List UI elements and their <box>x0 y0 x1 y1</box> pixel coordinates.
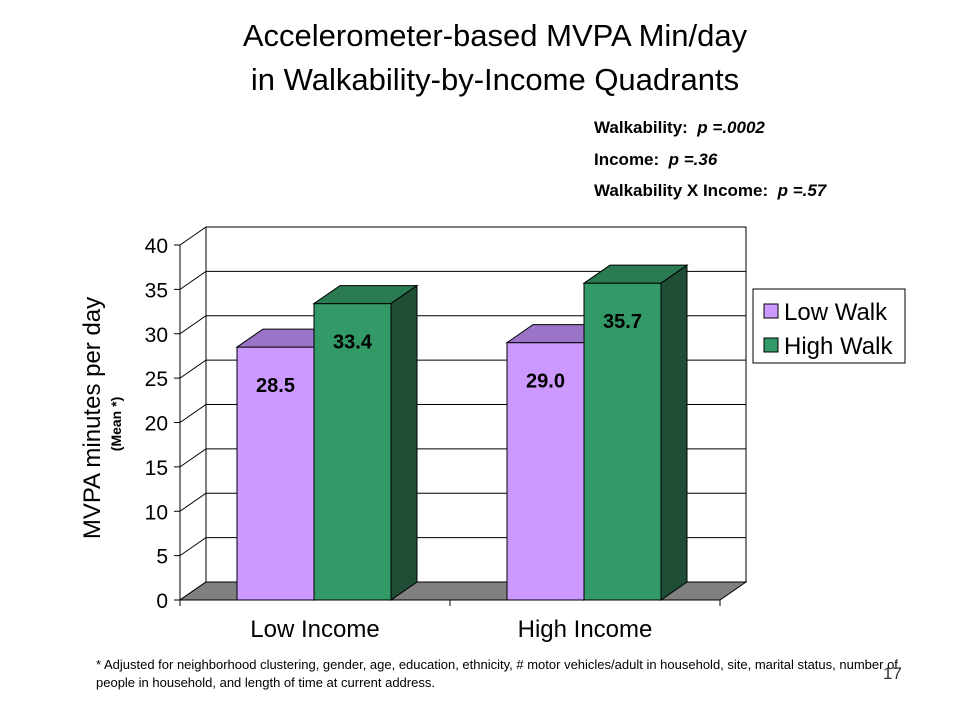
y-tick-label: 20 <box>145 413 168 436</box>
legend-label: High Walk <box>784 333 893 360</box>
stat-income: Income: p =.36 <box>594 144 826 176</box>
stat-pvalue: p =.0002 <box>697 118 765 137</box>
data-label: 35.7 <box>603 311 642 333</box>
y-tick-label: 30 <box>145 324 168 347</box>
x-tick-label: High Income <box>518 616 653 643</box>
gridline <box>179 226 746 246</box>
y-tick-label: 10 <box>145 501 168 524</box>
y-tick-label: 40 <box>145 235 168 258</box>
data-label: 29.0 <box>526 371 565 393</box>
bar-front <box>313 303 392 601</box>
footnote: * Adjusted for neighborhood clustering, … <box>96 657 898 690</box>
bar-side <box>660 264 688 601</box>
legend-swatch <box>763 303 779 319</box>
legend-label: Low Walk <box>784 299 888 326</box>
data-label: 33.4 <box>333 332 373 354</box>
gridline <box>179 270 746 290</box>
stat-interaction: Walkability X Income: p =.57 <box>594 175 826 207</box>
stat-pvalue: p =.57 <box>777 181 827 200</box>
stat-label: Walkability: <box>594 118 688 137</box>
bar-front <box>506 342 585 601</box>
y-tick-label: 0 <box>156 590 168 613</box>
data-label: 28.5 <box>256 375 295 397</box>
stat-walkability: Walkability: p =.0002 <box>594 112 826 144</box>
y-tick-label: 35 <box>145 279 168 302</box>
bar-side <box>390 284 418 601</box>
stat-label: Walkability X Income: <box>594 181 769 200</box>
y-tick-label: 15 <box>145 457 168 480</box>
stat-pvalue: p =.36 <box>668 149 718 169</box>
y-tick-label: 25 <box>145 368 168 391</box>
title-line-2: in Walkability-by-Income Quadrants <box>250 62 740 97</box>
y-axis-sublabel: (Mean *) <box>108 397 124 451</box>
page-number: 17 <box>883 664 902 683</box>
x-tick-label: Low Income <box>250 616 379 643</box>
stats-block: Walkability: p =.0002 Income: p =.36 Wal… <box>594 112 826 207</box>
gridline <box>179 315 746 335</box>
bar-front <box>236 346 315 601</box>
title-line-1: Accelerometer-based MVPA Min/day <box>242 18 748 53</box>
legend-swatch <box>763 337 779 353</box>
y-axis-label: MVPA minutes per day <box>79 297 106 539</box>
y-tick-label: 5 <box>156 546 168 569</box>
stat-label: Income: <box>594 149 660 169</box>
chart-title: Accelerometer-based MVPA Min/day in Walk… <box>0 14 960 102</box>
